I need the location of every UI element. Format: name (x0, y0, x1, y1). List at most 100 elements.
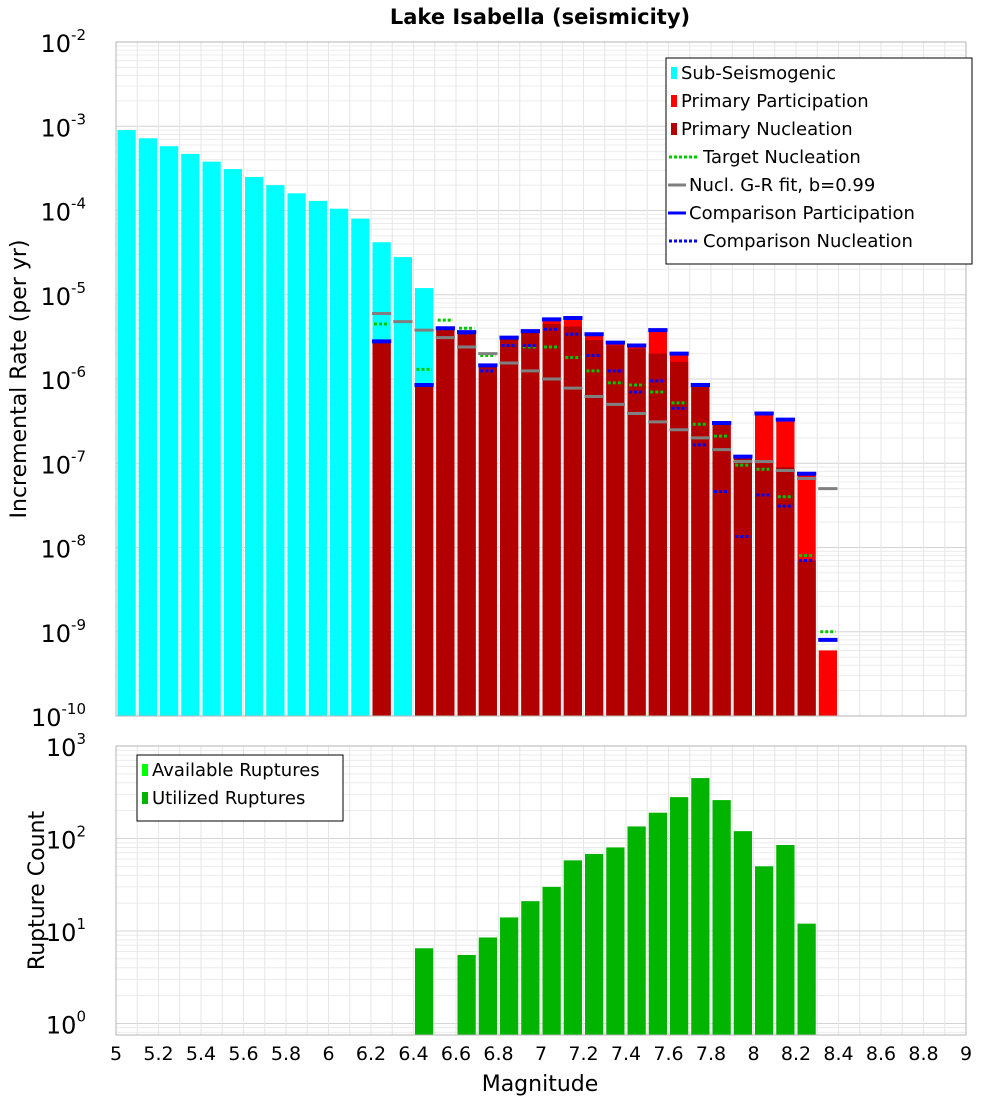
bar-sub-seismogenic (138, 138, 157, 717)
legend-label-comparison-nucleation: Comparison Nucleation (703, 231, 913, 252)
bar-utilized-ruptures (457, 954, 476, 1035)
y-tick-base: 10 (40, 199, 71, 227)
series-comparison-nucleation (374, 326, 815, 563)
bar-utilized-ruptures (585, 853, 604, 1035)
grid-counts (115, 745, 967, 1035)
legend-label-primary-nucleation: Primary Nucleation (681, 119, 853, 140)
bar-utilized-ruptures (563, 860, 582, 1035)
y-tick-label-rates: 10-3 (40, 110, 86, 142)
bar-sub-seismogenic (181, 153, 200, 717)
y-tick-base: 10 (40, 536, 71, 564)
x-tick-label: 6.8 (483, 1043, 513, 1065)
legend-label-comparison-participation: Comparison Participation (689, 203, 915, 224)
x-tick-label: 5 (110, 1043, 122, 1065)
bar-primary-nucleation (542, 323, 561, 716)
legend-swatch-utilized-ruptures (142, 792, 148, 804)
bar-utilized-ruptures (521, 901, 540, 1035)
bar-primary-nucleation (372, 341, 391, 716)
bar-sub-seismogenic (160, 146, 179, 716)
bar-primary-participation (818, 650, 837, 716)
y-tick-label-rates: 10-2 (40, 26, 86, 58)
bar-primary-nucleation (585, 340, 604, 716)
y-tick-label-rates: 10-8 (40, 532, 86, 564)
bar-sub-seismogenic (330, 208, 349, 717)
y-tick-label-rates: 10-5 (40, 279, 86, 311)
bar-primary-nucleation (563, 326, 582, 716)
y-tick-exponent: 2 (76, 822, 86, 840)
x-tick-label: 8.6 (866, 1043, 896, 1065)
y-tick-base: 10 (46, 1011, 77, 1039)
x-tick-label: 7.6 (653, 1043, 683, 1065)
y-tick-exponent: -4 (71, 195, 86, 213)
y-tick-base: 10 (40, 114, 71, 142)
plot-frame-counts (115, 745, 967, 1036)
bar-utilized-ruptures (627, 826, 646, 1035)
y-tick-label-counts: 101 (46, 915, 86, 947)
bar-sub-seismogenic (117, 130, 136, 716)
bar-utilized-ruptures (691, 778, 710, 1035)
x-tick-label: 7.8 (696, 1043, 726, 1065)
bar-primary-nucleation (733, 456, 752, 716)
bar-primary-nucleation (436, 328, 455, 716)
y-tick-exponent: 0 (76, 1007, 86, 1025)
bar-primary-nucleation (670, 361, 689, 716)
x-tick-label: 6 (322, 1043, 334, 1065)
bar-sub-seismogenic (308, 200, 327, 716)
x-tick-label: 8.4 (823, 1043, 853, 1065)
y-tick-label-rates: 10-10 (31, 700, 86, 732)
y-tick-exponent: -8 (71, 532, 86, 550)
plot-frame-rates (115, 41, 967, 717)
y-axis-label-rates: Incremental Rate (per yr) (7, 240, 32, 519)
bar-sub-seismogenic (393, 257, 412, 716)
legend-label-target-nucleation: Target Nucleation (702, 147, 861, 168)
chart-title: Lake Isabella (seismicity) (390, 5, 690, 29)
bar-sub-seismogenic (202, 161, 221, 717)
bar-primary-nucleation (415, 384, 434, 716)
bar-sub-seismogenic (266, 185, 285, 716)
legend-box (136, 754, 344, 822)
bar-primary-nucleation (712, 424, 731, 716)
x-tick-label: 7.2 (568, 1043, 598, 1065)
x-tick-label: 6.4 (398, 1043, 428, 1065)
x-axis-label: Magnitude (482, 1072, 599, 1097)
y-tick-exponent: -9 (71, 616, 86, 634)
bar-sub-seismogenic (287, 193, 306, 717)
x-tick-label: 6.2 (356, 1043, 386, 1065)
legend-counts: Available Ruptures Utilized Ruptures (136, 754, 344, 822)
y-tick-exponent: -6 (71, 363, 86, 381)
y-tick-exponent: 3 (76, 730, 86, 748)
y-tick-base: 10 (40, 283, 71, 311)
bar-utilized-ruptures (648, 812, 667, 1035)
y-tick-base: 10 (46, 919, 77, 947)
legend-label-sub-seismogenic: Sub-Seismogenic (681, 63, 836, 84)
y-tick-exponent: -7 (71, 447, 86, 465)
bar-primary-nucleation (500, 338, 519, 716)
bar-primary-nucleation (797, 560, 816, 716)
bar-utilized-ruptures (755, 866, 774, 1035)
y-tick-base: 10 (40, 30, 71, 58)
y-tick-base: 10 (40, 367, 71, 395)
bar-sub-seismogenic (245, 176, 264, 716)
y-tick-label-rates: 10-6 (40, 363, 86, 395)
y-tick-base: 10 (46, 734, 77, 762)
y-axis-label-counts: Rupture Count (25, 811, 50, 971)
y-tick-label-rates: 10-7 (40, 447, 86, 479)
y-tick-base: 10 (40, 620, 71, 648)
y-tick-exponent: 1 (76, 915, 86, 933)
bar-primary-nucleation (478, 366, 497, 716)
bar-utilized-ruptures (542, 886, 561, 1035)
bar-primary-nucleation (691, 384, 710, 716)
legend-swatch-available-ruptures (142, 764, 148, 776)
y-tick-label-rates: 10-4 (40, 195, 86, 227)
y-tick-base: 10 (40, 451, 71, 479)
x-tick-label: 8 (747, 1043, 759, 1065)
incremental-rate-panel: 10-1010-910-810-710-610-510-410-310-2Inc… (7, 26, 973, 732)
x-tick-label: 9 (960, 1043, 972, 1065)
y-tick-label-counts: 103 (46, 730, 86, 762)
bar-primary-nucleation (755, 463, 774, 716)
x-tick-label: 5.4 (186, 1043, 216, 1065)
bar-utilized-ruptures (500, 917, 519, 1035)
